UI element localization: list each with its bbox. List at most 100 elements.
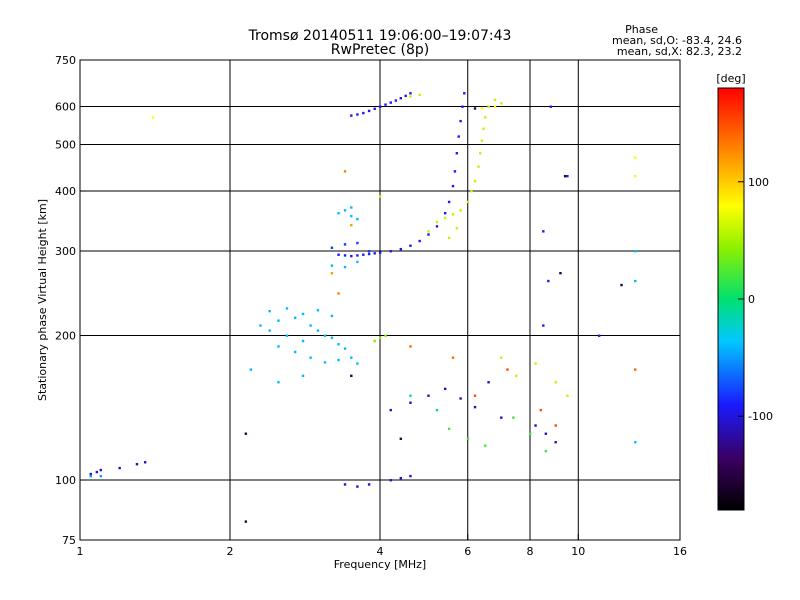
x-tick-label: 10	[571, 545, 585, 558]
data-point	[301, 339, 305, 343]
data-point	[343, 347, 347, 350]
data-point	[384, 103, 387, 106]
data-point	[453, 170, 457, 173]
data-point	[343, 483, 347, 486]
data-point	[534, 424, 537, 427]
data-point	[379, 195, 382, 198]
data-point	[373, 107, 376, 111]
data-point	[634, 279, 637, 283]
data-point	[323, 361, 327, 364]
data-point	[539, 408, 542, 412]
data-point	[373, 252, 376, 255]
data-point	[330, 271, 334, 275]
data-point	[356, 217, 359, 221]
colorbar-label: [deg]	[716, 72, 745, 85]
y-tick-label: 400	[55, 185, 76, 198]
data-point	[634, 441, 637, 444]
data-point	[399, 437, 403, 440]
data-point	[443, 387, 447, 391]
data-point	[447, 200, 451, 204]
data-point	[549, 105, 553, 108]
data-point	[356, 254, 359, 257]
data-point	[473, 394, 477, 397]
data-point	[506, 368, 509, 371]
data-point	[554, 424, 557, 427]
data-point	[330, 264, 334, 267]
data-point	[350, 214, 353, 218]
x-tick-label: 1	[77, 545, 84, 558]
data-point	[350, 254, 353, 258]
stats-header: Phase	[625, 23, 658, 36]
data-point	[95, 470, 99, 474]
y-tick-label: 300	[55, 245, 76, 258]
data-point	[418, 239, 421, 243]
data-point	[544, 432, 548, 435]
data-point	[542, 230, 545, 233]
data-point	[293, 350, 297, 354]
data-point	[277, 345, 280, 348]
data-point	[473, 405, 477, 409]
data-point	[337, 358, 340, 362]
data-point	[394, 99, 398, 102]
x-tick-label: 6	[464, 545, 471, 558]
data-point	[473, 179, 477, 183]
data-point	[99, 468, 103, 472]
data-point	[337, 253, 340, 256]
x-axis-label: Frequency [MHz]	[334, 558, 426, 571]
data-point	[330, 314, 334, 318]
data-point	[500, 356, 503, 359]
data-point	[389, 408, 392, 412]
data-point	[418, 93, 421, 97]
data-point	[435, 408, 439, 412]
data-point	[447, 236, 451, 239]
data-point	[389, 479, 392, 482]
data-point	[323, 334, 327, 337]
data-point	[309, 356, 312, 359]
data-point	[350, 356, 353, 359]
data-point	[350, 223, 353, 227]
data-point	[566, 394, 569, 397]
data-point	[362, 253, 365, 256]
data-point	[470, 190, 473, 193]
data-point	[244, 432, 248, 435]
data-point	[379, 336, 382, 340]
data-point	[259, 324, 262, 327]
data-point	[379, 105, 382, 108]
y-axis-label: Stationary phase Virtual Height [km]	[36, 199, 49, 401]
data-point	[597, 334, 601, 337]
data-point	[554, 381, 557, 384]
data-point	[285, 334, 289, 337]
data-point	[634, 250, 637, 253]
data-point	[451, 184, 455, 188]
data-point	[356, 485, 359, 488]
y-tick-label: 500	[55, 139, 76, 152]
data-point	[301, 312, 305, 316]
data-point	[443, 216, 447, 220]
data-point	[356, 241, 359, 245]
data-point	[435, 225, 439, 228]
data-point	[409, 95, 412, 98]
data-point	[459, 397, 462, 400]
data-point	[343, 265, 347, 269]
grid-lines	[80, 60, 680, 540]
data-point	[277, 381, 280, 384]
data-point	[482, 127, 485, 130]
chart-subtitle: RwPretec (8p)	[330, 42, 430, 58]
colorbar-tick-label: 0	[748, 293, 755, 306]
data-point	[356, 260, 359, 264]
data-point	[487, 381, 490, 384]
data-point	[563, 174, 567, 178]
x-tick-label: 2	[227, 545, 234, 558]
data-point	[367, 250, 371, 253]
data-point	[500, 102, 503, 105]
data-point	[515, 374, 518, 378]
chart-title: Tromsø 20140511 19:06:00–19:07:43	[248, 28, 512, 44]
data-point	[379, 251, 382, 254]
data-point	[451, 213, 455, 216]
data-points	[89, 92, 637, 523]
data-point	[285, 307, 289, 310]
colorbar-tick-label: 100	[748, 176, 769, 189]
x-tick-label: 4	[377, 545, 384, 558]
data-point	[384, 334, 387, 337]
data-point	[343, 243, 347, 246]
